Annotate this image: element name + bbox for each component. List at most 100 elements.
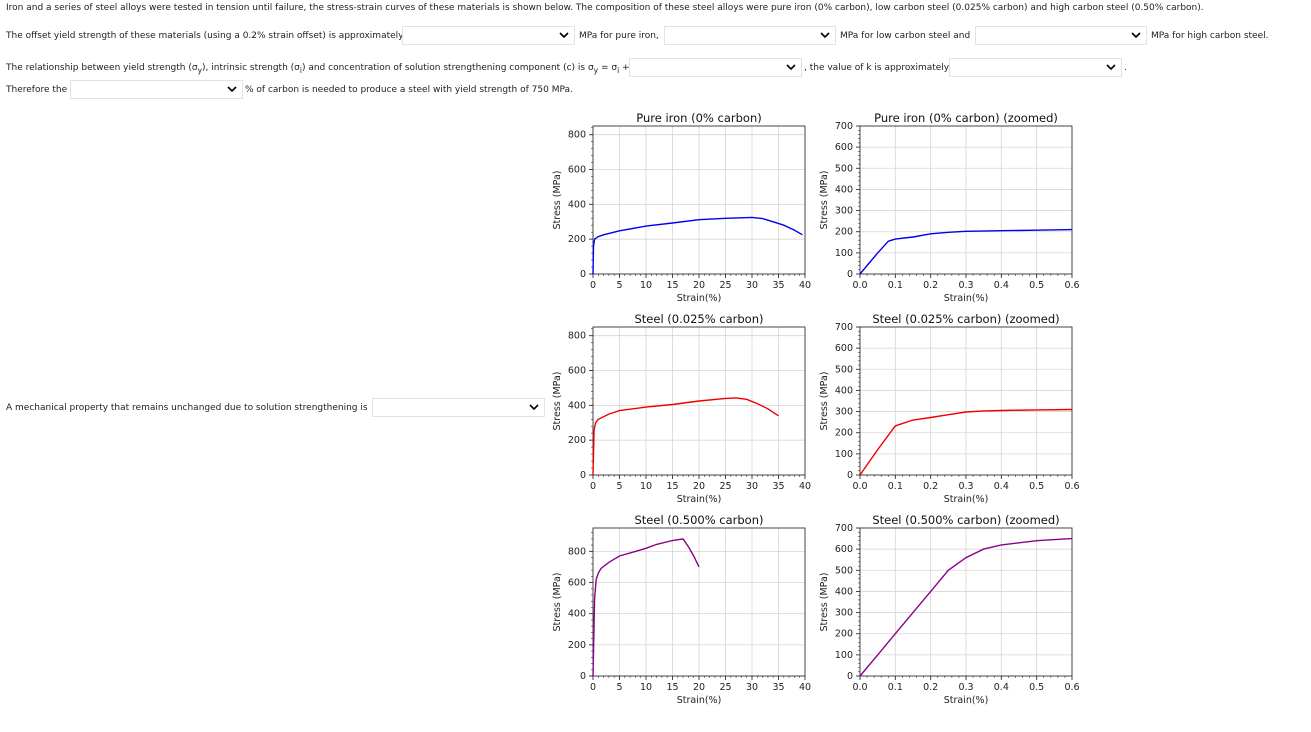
chart1-tick-label-x: 0.4 — [994, 280, 1009, 291]
chart5-tick-label-y: 200 — [835, 629, 853, 640]
chart5-ylabel: Stress (MPa) — [819, 573, 830, 632]
chart2-tick-label-x: 20 — [693, 481, 705, 492]
chart3-tick-label-y: 0 — [847, 470, 853, 481]
chart3-tick-label-y: 200 — [835, 428, 853, 439]
chart4-xlabel: Strain(%) — [677, 695, 722, 706]
chart4-tick-label-y: 400 — [568, 609, 586, 620]
chevron-down-icon — [559, 32, 569, 39]
chart5-tick-label-x: 0.5 — [1029, 682, 1044, 693]
chevron-down-icon — [529, 404, 539, 411]
chart1-tick-label-y: 300 — [835, 206, 853, 217]
q1-after-1: MPa for pure iron, — [579, 31, 659, 41]
chart5-tick-label-y: 500 — [835, 565, 853, 576]
chart3-tick-label-y: 500 — [835, 364, 853, 375]
chevron-down-icon — [1106, 64, 1116, 71]
k-value-select[interactable] — [949, 58, 1122, 77]
carbon-percent-select[interactable] — [70, 80, 243, 99]
q2-prefix: The relationship between yield strength … — [6, 63, 635, 75]
chart3-xlabel: Strain(%) — [944, 494, 989, 505]
chart2-tick-label-x: 25 — [719, 481, 731, 492]
q1-after-2: MPa for low carbon steel and — [840, 31, 971, 41]
chart1-tick-label-y: 400 — [835, 184, 853, 195]
chart4-tick-label-x: 10 — [640, 682, 652, 693]
chart4-tick-label-x: 5 — [616, 682, 622, 693]
chart1-tick-label-y: 100 — [835, 248, 853, 259]
chart5-tick-label-x: 0.2 — [923, 682, 938, 693]
chart1-tick-label-x: 0.3 — [958, 280, 973, 291]
chevron-down-icon — [227, 86, 237, 93]
chart1-tick-label-x: 0.1 — [888, 280, 903, 291]
chart2-ylabel: Stress (MPa) — [552, 372, 563, 431]
chart4-tick-label-y: 600 — [568, 578, 586, 589]
yield-pure-iron-select[interactable] — [402, 26, 575, 45]
chart0-tick-label-x: 35 — [772, 280, 784, 291]
chart5-series-line — [859, 537, 1073, 677]
chart3-tick-label-y: 300 — [835, 407, 853, 418]
chart3-tick-label-y: 400 — [835, 385, 853, 396]
chart5-tick-label-y: 100 — [835, 650, 853, 661]
chart4-tick-label-x: 35 — [772, 682, 784, 693]
chart0-tick-label-x: 0 — [590, 280, 596, 291]
chart2-xlabel: Strain(%) — [677, 494, 722, 505]
chart4-tick-label-x: 15 — [666, 682, 678, 693]
chart5-title: Steel (0.500% carbon) (zoomed) — [872, 513, 1059, 527]
chart2-tick-label-y: 400 — [568, 400, 586, 411]
chart-high-carbon: Steel (0.500% carbon)0 5 10 15 20 25 30 35 40020… — [552, 513, 811, 706]
chart4-series-line — [592, 538, 700, 677]
q1-after-3: MPa for high carbon steel. — [1151, 31, 1269, 41]
chart4-ylabel: Stress (MPa) — [552, 573, 563, 632]
chart5-tick-label-x: 0.0 — [852, 682, 867, 693]
yield-high-carbon-select[interactable] — [975, 26, 1147, 45]
chart1-tick-label-x: 0.2 — [923, 280, 938, 291]
chart1-tick-label-y: 500 — [835, 163, 853, 174]
chart2-tick-label-x: 30 — [746, 481, 758, 492]
chart5-tick-label-x: 0.4 — [994, 682, 1009, 693]
chart0-title: Pure iron (0% carbon) — [636, 111, 761, 125]
chart0-tick-label-x: 10 — [640, 280, 652, 291]
chart0-tick-label-y: 800 — [568, 130, 586, 141]
chart5-tick-label-y: 400 — [835, 586, 853, 597]
chart3-tick-label-x: 0.2 — [923, 481, 938, 492]
chart0-tick-label-x: 40 — [799, 280, 811, 291]
chart0-tick-label-x: 20 — [693, 280, 705, 291]
chart0-tick-label-x: 25 — [719, 280, 731, 291]
chart-low-carbon-zoomed: Steel (0.025% carbon) (zoomed) 0.0 0.1 0.2 0… — [819, 312, 1080, 505]
chart4-title: Steel (0.500% carbon) — [634, 513, 763, 527]
chart3-tick-label-x: 0.3 — [958, 481, 973, 492]
chart4-tick-label-x: 40 — [799, 682, 811, 693]
chart-low-carbon: Steel (0.025% carbon)0 5 10 15 20 25 30 35 40020… — [552, 312, 811, 505]
chart0-tick-label-y: 200 — [568, 234, 586, 245]
relationship-select[interactable] — [629, 58, 802, 77]
chart4-tick-label-x: 20 — [693, 682, 705, 693]
chart1-tick-label-y: 200 — [835, 227, 853, 238]
yield-low-carbon-select[interactable] — [664, 26, 836, 45]
chart0-tick-label-x: 15 — [666, 280, 678, 291]
chart0-tick-label-y: 600 — [568, 165, 586, 176]
chart5-tick-label-x: 0.6 — [1064, 682, 1079, 693]
chart3-tick-label-x: 0.1 — [888, 481, 903, 492]
chart1-tick-label-x: 0.0 — [852, 280, 867, 291]
q3-after: % of carbon is needed to produce a steel… — [245, 85, 573, 95]
chart3-tick-label-x: 0.4 — [994, 481, 1009, 492]
chart1-tick-label-y: 600 — [835, 142, 853, 153]
q2-period: . — [1124, 63, 1127, 73]
chart2-tick-label-y: 800 — [568, 331, 586, 342]
chart3-tick-label-y: 600 — [835, 343, 853, 354]
chart1-tick-label-y: 700 — [835, 121, 853, 132]
q2-after: , the value of k is approximately — [804, 63, 950, 73]
chart1-ylabel: Stress (MPa) — [819, 171, 830, 230]
unchanged-property-select[interactable] — [372, 398, 545, 417]
chart0-series-line — [592, 216, 803, 275]
chevron-down-icon — [786, 64, 796, 71]
chart0-xlabel: Strain(%) — [677, 293, 722, 304]
q4-prefix: A mechanical property that remains uncha… — [6, 403, 368, 413]
chart2-tick-label-y: 600 — [568, 366, 586, 377]
chart2-tick-label-x: 40 — [799, 481, 811, 492]
chart0-ylabel: Stress (MPa) — [552, 171, 563, 230]
chart2-tick-label-x: 0 — [590, 481, 596, 492]
chart-pure-iron: Pure iron (0% carbon)0 5 10 15 20 25 30 35 40020… — [552, 111, 811, 304]
chart-pure-iron-zoomed: Pure iron (0% carbon) (zoomed) 0.0 0.1 0.2 0… — [819, 111, 1080, 304]
chart5-tick-label-x: 0.1 — [888, 682, 903, 693]
chart3-tick-label-x: 0.5 — [1029, 481, 1044, 492]
chart2-tick-label-y: 0 — [580, 470, 586, 481]
